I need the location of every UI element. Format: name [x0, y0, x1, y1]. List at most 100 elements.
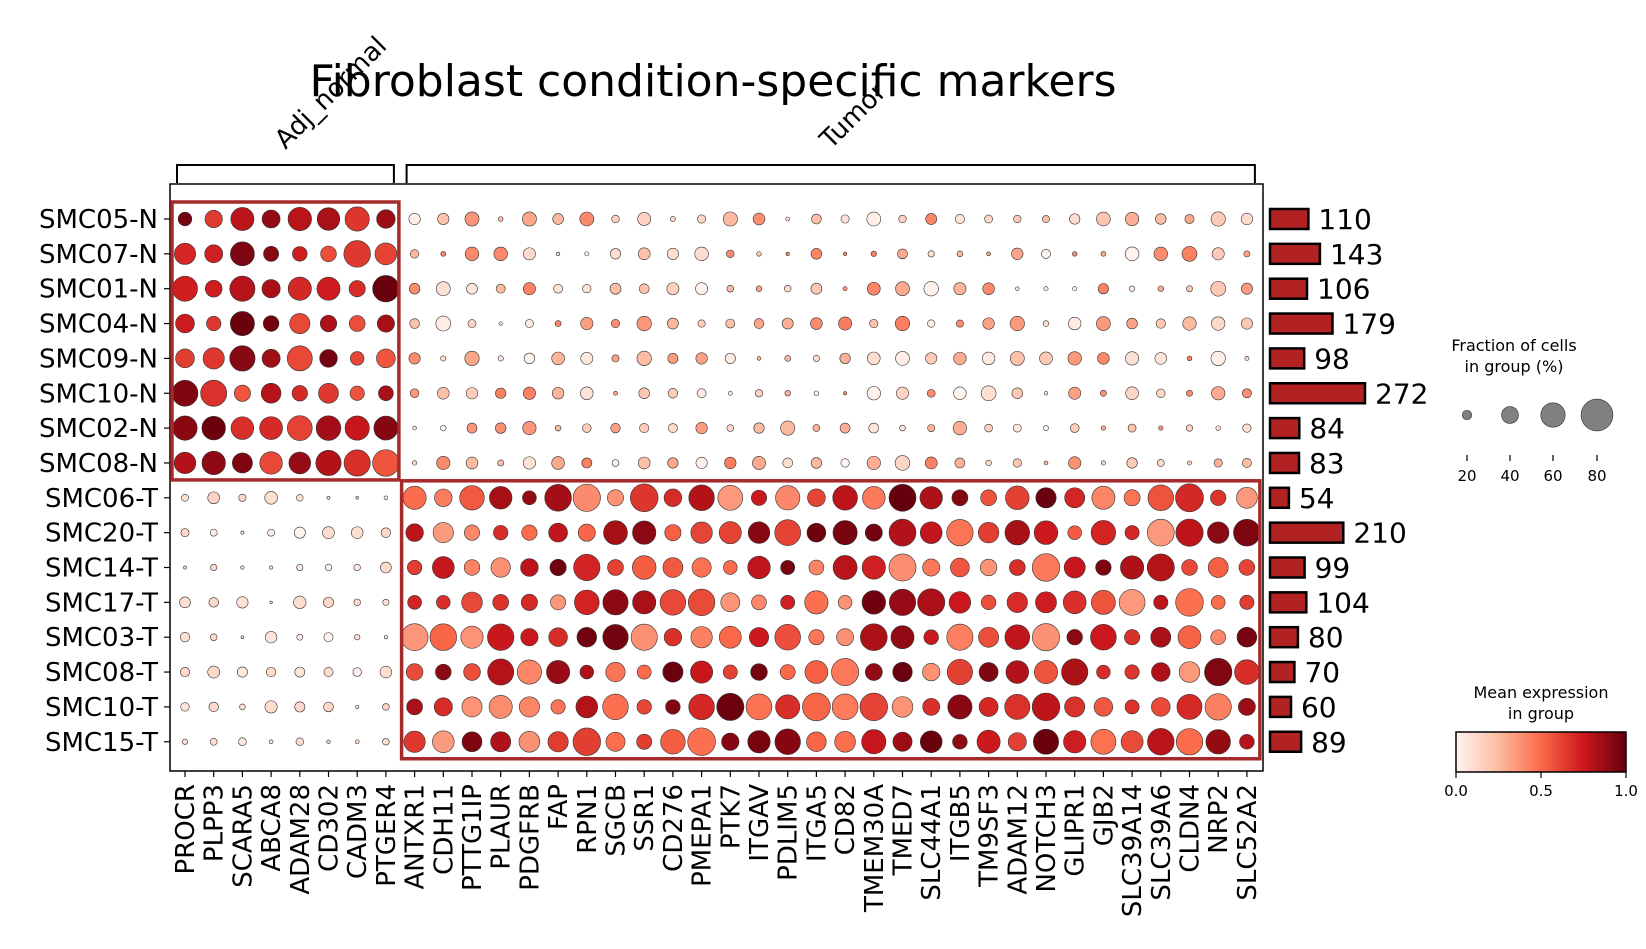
expression-dot — [951, 489, 969, 507]
expression-dot — [429, 623, 457, 651]
expression-dot — [1100, 251, 1107, 257]
expression-dot — [630, 623, 658, 651]
expression-dot — [695, 457, 708, 469]
expression-dot — [718, 521, 742, 545]
expression-dot — [1096, 664, 1111, 680]
expression-dot — [925, 213, 938, 225]
expression-dot — [888, 518, 917, 547]
expression-dot — [572, 727, 601, 756]
expression-dot — [980, 489, 997, 507]
expression-dot — [1210, 280, 1226, 297]
expression-dot — [1151, 662, 1171, 682]
expression-dot — [1124, 525, 1140, 541]
expression-dot — [834, 731, 856, 753]
expression-dot — [1210, 350, 1226, 366]
row-label: SMC02-N — [39, 414, 158, 444]
expression-dot — [348, 280, 366, 298]
expression-dot — [831, 693, 859, 721]
expression-dot — [860, 623, 888, 651]
color-legend-title: Mean expression — [1474, 683, 1609, 702]
expression-dot — [888, 553, 917, 582]
expression-dot — [296, 494, 304, 502]
expression-dot — [403, 730, 426, 753]
column-label: TMEM30A — [860, 784, 890, 913]
column-label: ANTXR1 — [401, 784, 431, 890]
expression-dot — [376, 348, 396, 369]
expression-dot — [1210, 595, 1226, 610]
expression-dot — [463, 524, 481, 541]
expression-dot — [355, 496, 359, 500]
expression-dot — [749, 627, 769, 648]
expression-dot — [323, 596, 334, 608]
expression-dot — [461, 731, 483, 753]
expression-dot — [581, 457, 593, 469]
expression-dot — [1124, 246, 1140, 262]
expression-dot — [582, 423, 592, 433]
expression-dot — [238, 737, 247, 746]
expression-dot — [636, 350, 652, 366]
expression-dot — [1146, 553, 1175, 582]
expression-dot — [1013, 214, 1022, 224]
expression-dot — [180, 702, 190, 712]
column-label: PTGER4 — [372, 784, 402, 887]
expression-dot — [723, 560, 738, 575]
expression-dot — [522, 456, 536, 470]
expression-dot — [1157, 285, 1164, 292]
expression-dot — [780, 594, 796, 610]
expression-dot — [663, 628, 682, 647]
expression-dot — [550, 699, 566, 715]
expression-dot — [287, 206, 312, 232]
group-bracket — [405, 164, 1256, 183]
cell-count-bar — [1268, 382, 1367, 405]
expression-dot — [922, 698, 941, 716]
size-legend-title: Fraction of cells — [1451, 336, 1576, 355]
expression-dot — [1042, 215, 1050, 223]
expression-dot — [405, 663, 424, 681]
expression-dot — [720, 592, 741, 613]
expression-dot — [1151, 697, 1171, 717]
cell-count-label: 210 — [1353, 517, 1406, 550]
expression-dot — [550, 594, 566, 611]
expression-dot — [172, 275, 198, 302]
expression-dot — [464, 350, 480, 366]
expression-dot — [291, 385, 308, 402]
expression-dot — [432, 556, 455, 579]
expression-dot — [293, 595, 307, 609]
expression-dot — [498, 321, 503, 326]
expression-dot — [695, 352, 708, 365]
cell-count-label: 89 — [1311, 726, 1347, 759]
expression-dot — [522, 282, 536, 296]
expression-dot — [716, 693, 745, 721]
expression-dot — [832, 485, 858, 511]
expression-dot — [373, 415, 399, 441]
expression-dot — [750, 663, 768, 681]
expression-dot — [922, 558, 941, 577]
expression-dot — [1177, 625, 1202, 649]
expression-dot — [1213, 458, 1223, 468]
expression-dot — [1238, 698, 1256, 716]
expression-dot — [263, 245, 279, 262]
expression-dot — [837, 595, 853, 610]
expression-dot — [636, 664, 652, 680]
expression-dot — [183, 565, 187, 570]
expression-dot — [668, 423, 678, 433]
expression-dot — [810, 457, 823, 469]
expression-dot — [402, 485, 427, 510]
expression-dot — [551, 456, 565, 470]
expression-dot — [459, 485, 485, 511]
expression-dot — [1156, 388, 1166, 398]
row-label: SMC04-N — [39, 310, 158, 340]
expression-dot — [1178, 661, 1201, 683]
expression-dot — [982, 282, 995, 295]
expression-dot — [1068, 456, 1082, 470]
expression-dot — [611, 354, 620, 363]
expression-dot — [1125, 212, 1140, 227]
expression-dot — [605, 731, 626, 752]
expression-dot — [466, 282, 478, 295]
expression-dot — [978, 522, 1000, 544]
expression-dot — [667, 388, 679, 399]
expression-dot — [919, 486, 943, 510]
expression-dot — [497, 459, 505, 467]
expression-dot — [843, 251, 848, 256]
column-label: GJB2 — [1089, 784, 1119, 846]
